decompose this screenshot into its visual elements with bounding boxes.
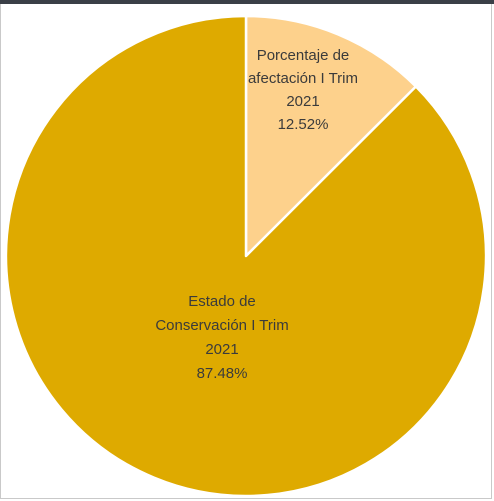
pie-slice-conservacion (4, 14, 488, 498)
slice-label-afectacion-line-1: Porcentaje de (257, 47, 350, 64)
slice-label-conservacion-line-2: Conservación I Trim (155, 317, 288, 334)
slice-label-conservacion-line-1: Estado de (188, 293, 256, 310)
slice-label-afectacion-line-3: 2021 (286, 93, 319, 110)
slice-label-afectacion: Porcentaje de afectación I Trim 2021 12.… (248, 47, 358, 133)
slice-value-label-afectacion: 12.52% (278, 116, 329, 133)
slice-label-afectacion-line-2: afectación I Trim (248, 70, 358, 87)
top-border (0, 0, 494, 4)
pie-slice-afectacion (244, 14, 418, 258)
slice-label-conservacion-line-3: 2021 (205, 341, 238, 358)
pie-slices (4, 14, 488, 498)
slice-label-conservacion: Estado de Conservación I Trim 2021 87.48… (155, 293, 288, 382)
slice-value-label-conservacion: 87.48% (197, 365, 248, 382)
